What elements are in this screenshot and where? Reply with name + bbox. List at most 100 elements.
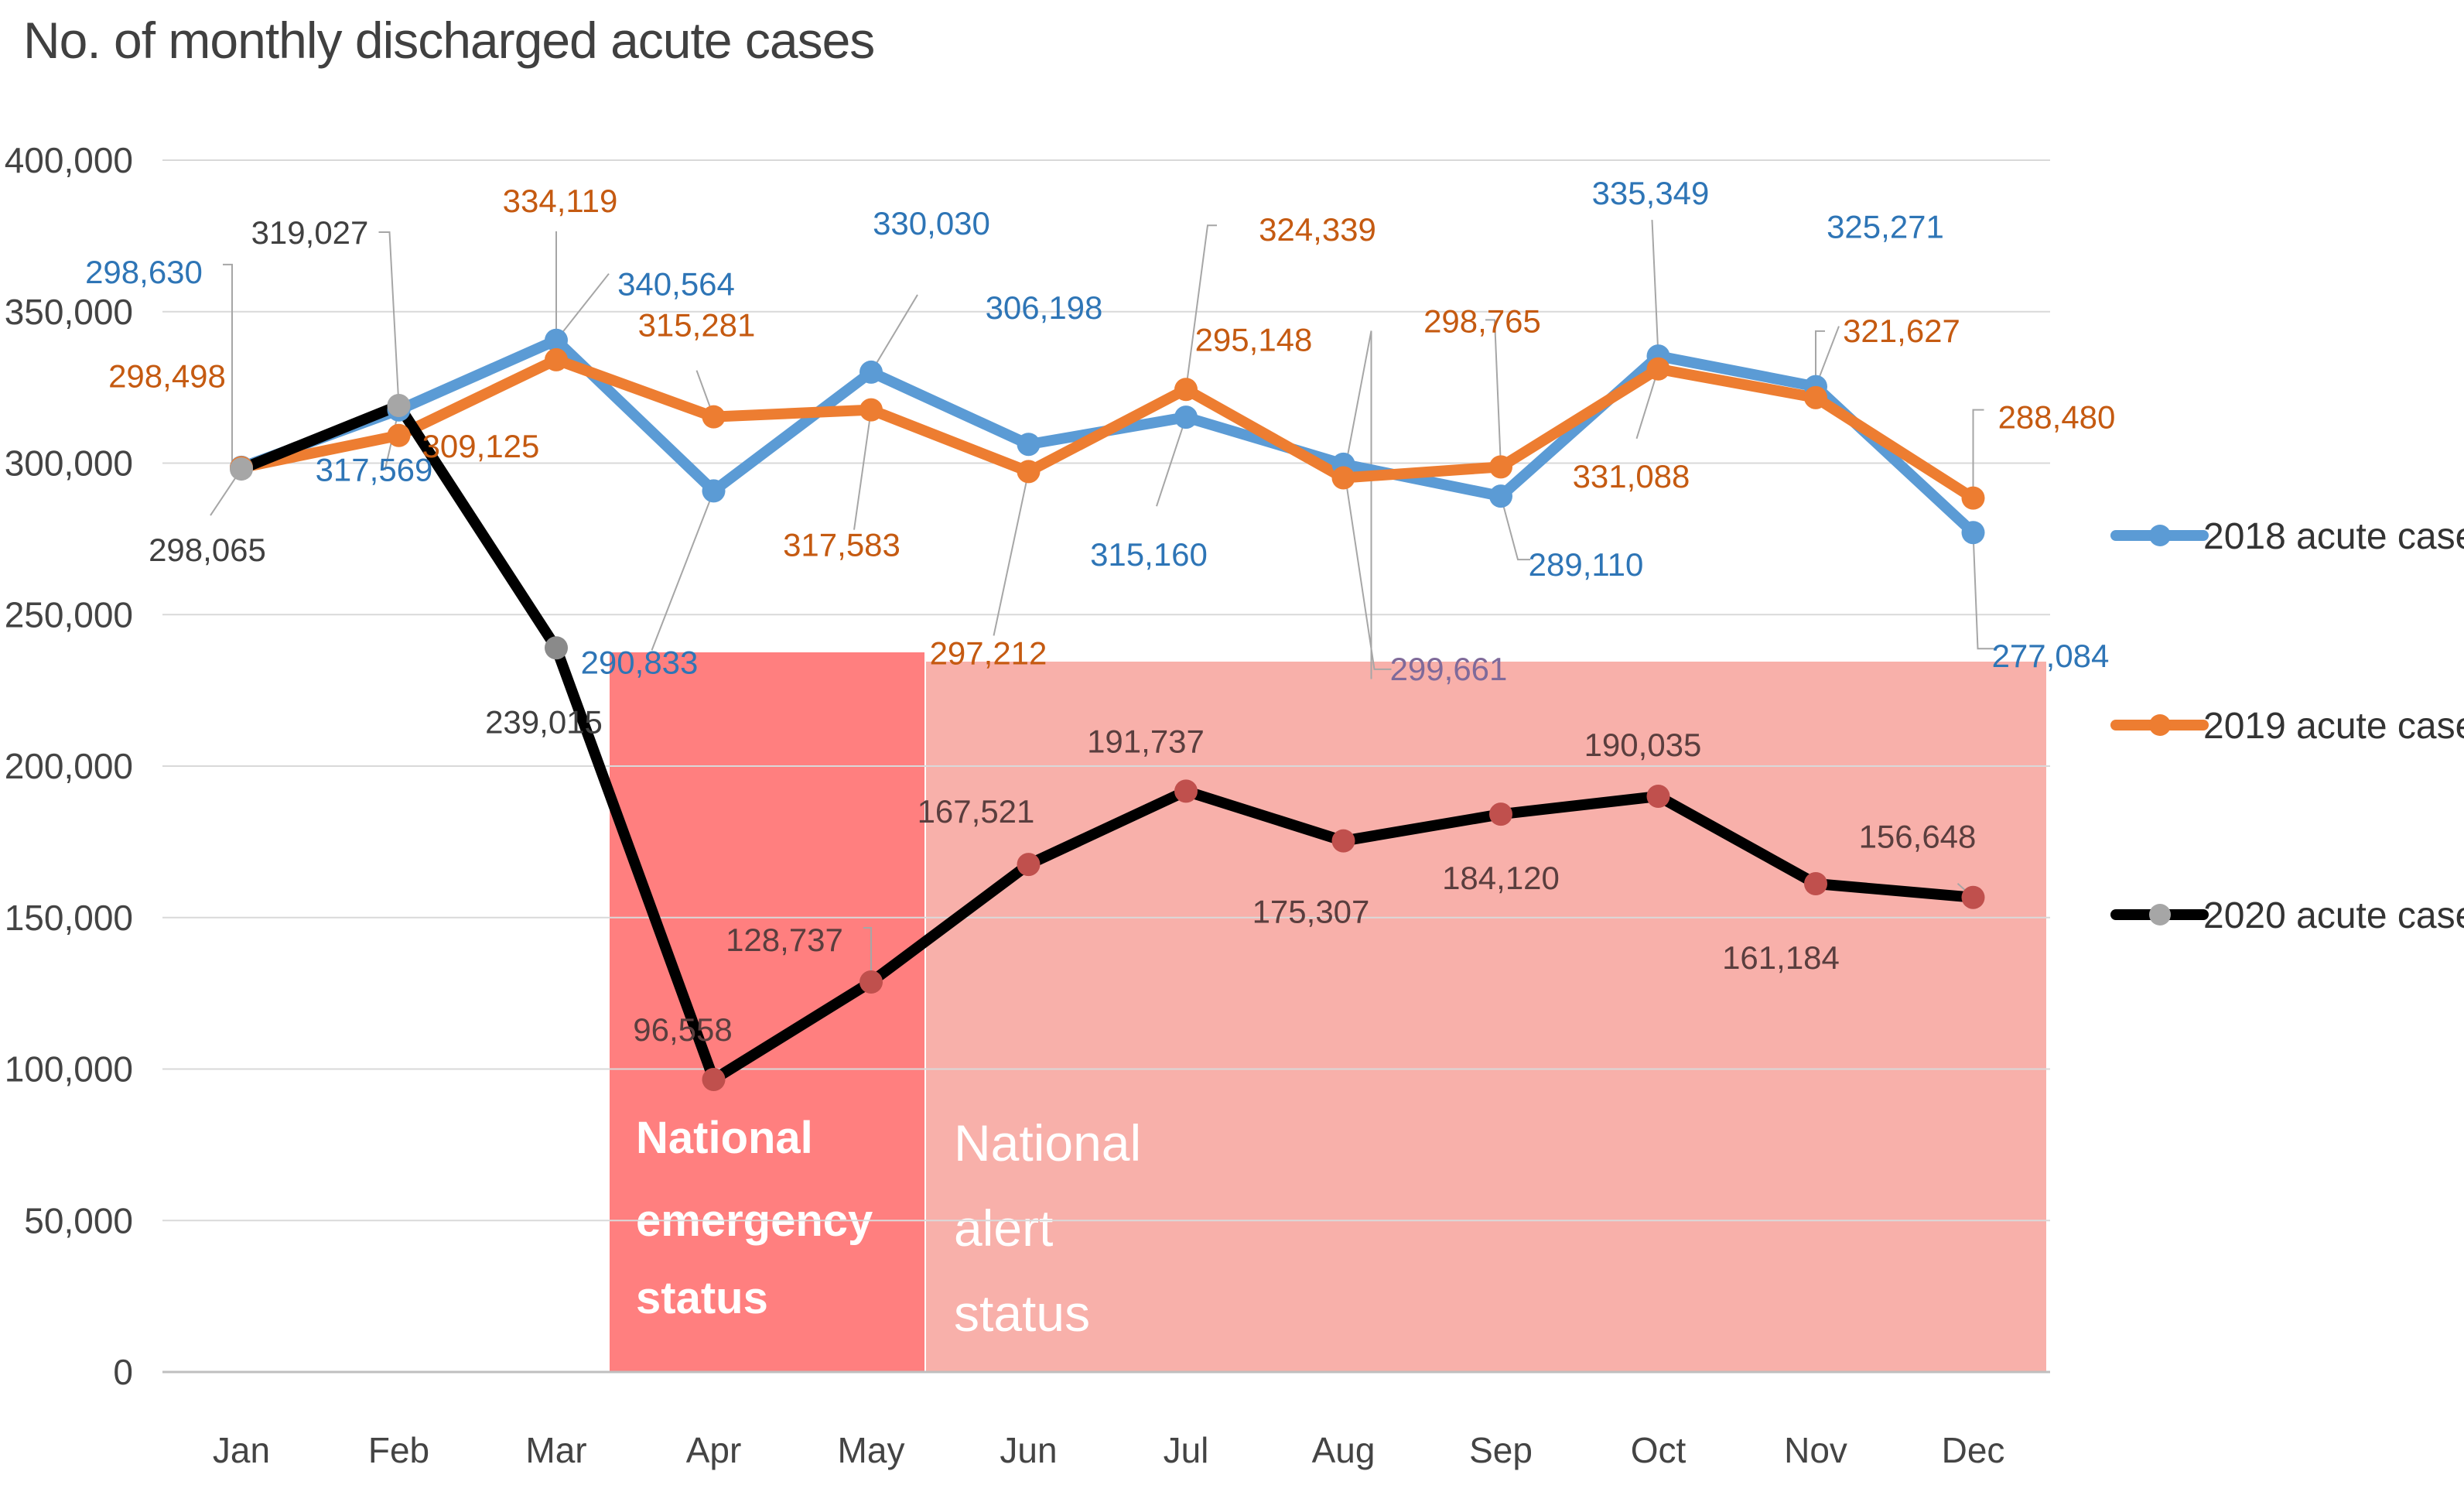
legend-label-2: 2019 acute cases (2203, 706, 2464, 747)
series-2-point[interactable] (1174, 378, 1198, 402)
status-zone-2-label: National (954, 1114, 1141, 1172)
leader-line (1185, 224, 1217, 390)
y-axis: 0 50,000 100,000 150,000 200,000 250,000 300,0… (5, 140, 133, 1392)
series-2-data-label: 309,125 (422, 428, 540, 464)
series-2-point[interactable] (545, 347, 568, 371)
y-tick-label: 350,000 (5, 292, 133, 332)
series-2-point[interactable] (702, 405, 726, 429)
legend-swatch-marker (2149, 525, 2171, 546)
series-1-data-label: 306,198 (986, 289, 1103, 326)
series-3-data-label: 298,065 (149, 532, 266, 568)
series-3-point[interactable] (1174, 779, 1198, 803)
leader-line (1635, 368, 1659, 440)
series-2-point[interactable] (1017, 460, 1041, 484)
series-2-point[interactable] (1804, 385, 1827, 409)
x-tick-label: Jan (213, 1430, 270, 1470)
series-3-data-label: 175,307 (1253, 894, 1370, 930)
series-2-data-label: 298,765 (1423, 303, 1541, 339)
series-3-data-label: 239,015 (485, 703, 603, 740)
series-2-point[interactable] (1489, 455, 1512, 479)
series-1-data-label: 335,349 (1592, 175, 1710, 211)
leader-line (1342, 464, 1392, 670)
series-2-data-label: 321,627 (1843, 313, 1960, 349)
status-zone-2 (926, 662, 2046, 1372)
leader-line (1972, 532, 1995, 650)
x-tick-label: Jun (1000, 1430, 1057, 1470)
leader-line (863, 926, 872, 982)
series-2-point[interactable] (387, 423, 411, 447)
x-tick-label: May (838, 1430, 905, 1470)
x-tick-label: Apr (686, 1430, 742, 1470)
series-3-data-label: 128,737 (726, 922, 843, 958)
series-3-point[interactable] (1804, 871, 1827, 895)
x-tick-label: Oct (1631, 1430, 1687, 1470)
series-1-point[interactable] (545, 328, 568, 352)
series-2-point[interactable] (859, 398, 883, 422)
x-tick-label: Aug (1312, 1430, 1376, 1470)
y-tick-label: 100,000 (5, 1049, 133, 1090)
series-1-data-label: 290,833 (581, 644, 699, 680)
series-line-3 (236, 400, 1979, 1085)
status-zone-2-label: alert (954, 1199, 1053, 1257)
series-2-data-label: 297,212 (930, 635, 1047, 671)
series-1-data-label: 299,661 (1390, 651, 1508, 687)
status-zones: NationalemergencystatusNationalalertstat… (610, 652, 2046, 1372)
series-2-data-label: 288,480 (1998, 399, 2116, 436)
status-zone-1-label: National (636, 1113, 813, 1163)
series-2-point[interactable] (1961, 486, 1985, 510)
series-2-data-label: 295,148 (1195, 321, 1313, 358)
leader-line (651, 491, 715, 651)
series-3-point[interactable] (545, 636, 568, 660)
y-tick-label: 250,000 (5, 594, 133, 635)
series-3-point[interactable] (1961, 885, 1985, 909)
series-1-point[interactable] (1174, 405, 1198, 429)
series-3-point[interactable] (1017, 853, 1041, 877)
series-3-data-label: 191,737 (1087, 723, 1205, 759)
series-1-data-label: 330,030 (873, 205, 990, 241)
leader-line (1972, 409, 1984, 498)
x-tick-label: Sep (1469, 1430, 1533, 1470)
series-line-2 (236, 354, 1979, 504)
series-3-point[interactable] (1489, 802, 1512, 826)
chart-title: No. of monthly discharged acute cases (23, 12, 875, 69)
series-1-point[interactable] (1961, 521, 1985, 545)
series-1-point[interactable] (1017, 433, 1041, 457)
y-tick-label: 200,000 (5, 746, 133, 786)
series-2-data-label: 315,281 (638, 307, 756, 344)
series-3-data-label: 96,558 (633, 1011, 732, 1048)
leader-line (1500, 495, 1530, 561)
series-2-data-label: 324,339 (1259, 211, 1376, 248)
series-1-point[interactable] (702, 479, 726, 503)
x-axis: Jan Feb Mar Apr May Jun Jul Aug Sep Oct Nov Dec (213, 1430, 2004, 1470)
series-lines (236, 334, 1979, 1085)
series-2-point[interactable] (1331, 466, 1355, 490)
y-tick-label: 300,000 (5, 443, 133, 484)
series-2-data-label: 331,088 (1573, 458, 1690, 494)
series-3-point[interactable] (1331, 829, 1355, 853)
series-3-data-label: 190,035 (1584, 727, 1702, 763)
data-labels: 298,630 317,569 340,564 290,833 330,030 306,1… (85, 175, 2115, 1048)
x-tick-label: Nov (1784, 1430, 1847, 1470)
series-1-data-label: 289,110 (1529, 546, 1644, 583)
series-1-data-label: 315,160 (1090, 536, 1208, 573)
series-1-data-label: 325,271 (1827, 209, 1944, 245)
series-3-point[interactable] (1646, 785, 1670, 809)
x-tick-label: Mar (525, 1430, 586, 1470)
series-2-point[interactable] (1646, 357, 1670, 381)
series-3-point[interactable] (387, 394, 411, 418)
leader-line (1342, 330, 1372, 679)
series-1-data-label: 340,564 (617, 266, 735, 303)
series-3-point[interactable] (230, 457, 253, 481)
series-2-data-label: 317,583 (783, 527, 901, 563)
legend-swatch-marker (2149, 714, 2171, 736)
leader-line (555, 273, 610, 341)
series-3-point[interactable] (859, 970, 883, 994)
status-zone-1-label: status (636, 1273, 768, 1323)
status-zone-2-label: status (954, 1285, 1090, 1342)
series-1-point[interactable] (1489, 484, 1512, 508)
series-1-data-label: 298,630 (85, 254, 203, 290)
series-3-point[interactable] (702, 1067, 726, 1091)
series-2-data-label: 334,119 (503, 183, 618, 219)
leader-line (993, 471, 1030, 636)
series-1-point[interactable] (859, 360, 883, 384)
